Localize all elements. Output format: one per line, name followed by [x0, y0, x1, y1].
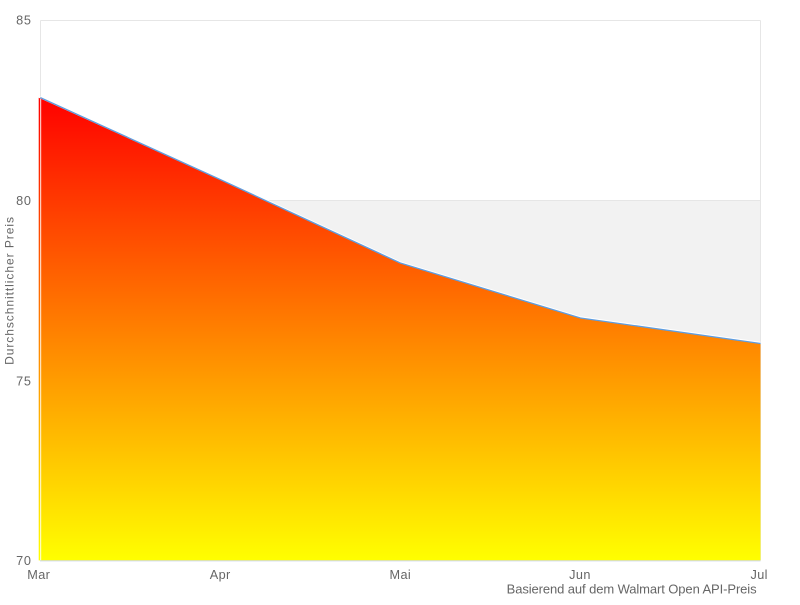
svg-text:80: 80 — [16, 194, 32, 208]
svg-text:Basierend auf dem Walmart Open: Basierend auf dem Walmart Open API-Preis — [507, 581, 757, 596]
svg-text:75: 75 — [16, 374, 32, 388]
svg-text:Durchschnittlicher Preis: Durchschnittlicher Preis — [3, 216, 17, 365]
svg-text:Jun: Jun — [569, 568, 591, 582]
svg-text:70: 70 — [16, 554, 32, 568]
svg-text:Apr: Apr — [210, 568, 231, 582]
svg-text:Mai: Mai — [389, 568, 411, 582]
svg-text:85: 85 — [16, 13, 32, 27]
svg-text:Mar: Mar — [27, 568, 50, 582]
svg-text:Jul: Jul — [750, 568, 767, 582]
